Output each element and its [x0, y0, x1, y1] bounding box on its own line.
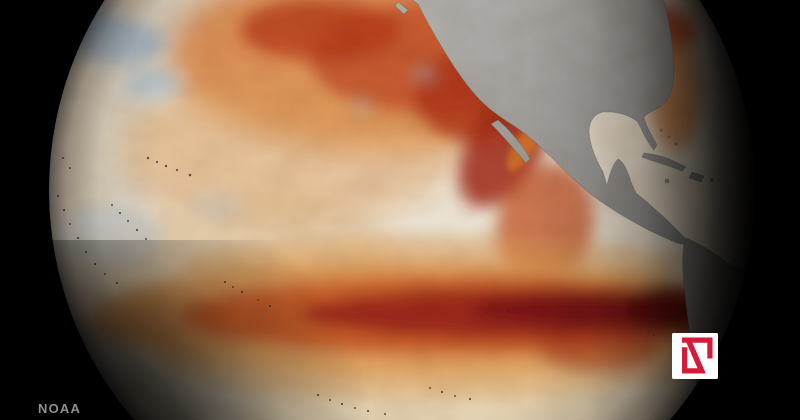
noaa-watermark: NOAA: [38, 401, 82, 416]
dennik-n-logo: [672, 333, 718, 379]
n-logo-icon: [682, 337, 713, 374]
